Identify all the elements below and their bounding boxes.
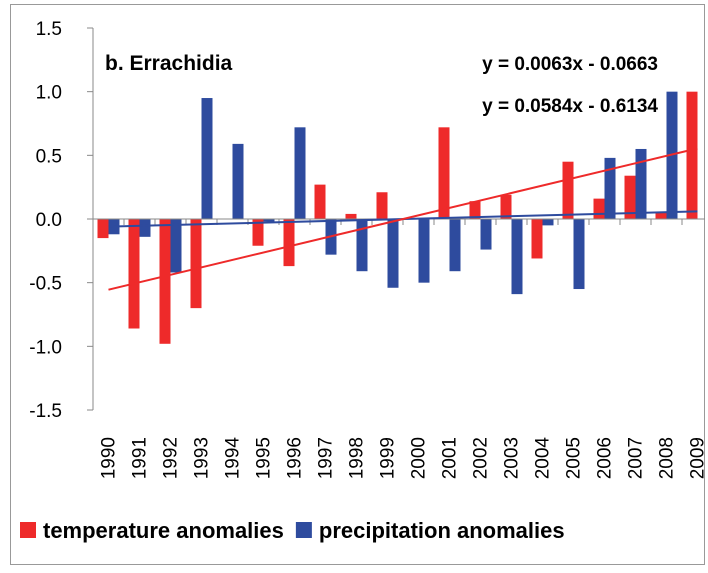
x-tick-label: 2004: [533, 437, 554, 480]
bar: [160, 219, 171, 344]
x-tick-label: 1995: [254, 437, 275, 479]
chart-title: b. Errachidia: [105, 52, 233, 75]
x-tick-label: 2002: [471, 437, 492, 479]
legend-label: temperature anomalies: [43, 518, 284, 543]
bar: [129, 219, 140, 329]
x-tick-label: 2009: [688, 437, 708, 479]
bar: [450, 219, 461, 271]
bar: [346, 214, 357, 219]
x-tick-label: 1999: [378, 437, 399, 479]
bar: [605, 158, 616, 219]
x-tick-label: 2000: [409, 437, 430, 479]
bar: [315, 185, 326, 219]
bar: [98, 219, 109, 238]
x-tick-label: 2001: [440, 437, 461, 479]
bar: [636, 149, 647, 219]
y-tick-label: 1.5: [36, 19, 62, 40]
bar: [171, 219, 182, 272]
x-tick-label: 2003: [502, 437, 523, 479]
bar: [377, 192, 388, 219]
x-tick-label: 2005: [564, 437, 585, 479]
y-tick-label: -0.5: [29, 274, 62, 295]
x-tick-label: 1991: [130, 437, 151, 479]
trend-equation: y = 0.0063x - 0.0663: [482, 54, 658, 75]
bar: [543, 219, 554, 225]
bar: [388, 219, 399, 288]
x-tick-label: 1994: [223, 437, 244, 480]
bar: [419, 219, 430, 283]
x-tick-label: 1996: [285, 437, 306, 479]
bar: [439, 127, 450, 219]
x-tick-label: 1992: [161, 437, 182, 479]
bar: [687, 92, 698, 219]
trend-equation: y = 0.0584x - 0.6134: [482, 96, 658, 117]
x-tick-label: 2007: [626, 437, 647, 479]
x-tick-label: 1990: [99, 437, 120, 479]
bar: [284, 219, 295, 266]
y-tick-label: -1.0: [29, 337, 62, 358]
x-tick-label: 1993: [192, 437, 213, 479]
x-tick-label: 1998: [347, 437, 368, 479]
legend-label: precipitation anomalies: [319, 518, 565, 543]
bar: [357, 219, 368, 271]
y-tick-label: 0.0: [36, 210, 62, 231]
y-tick-label: 1.0: [36, 83, 62, 104]
y-tick-label: 0.5: [36, 146, 62, 167]
chart-frame: [11, 5, 705, 565]
legend-swatch: [20, 522, 36, 538]
bar: [594, 199, 605, 219]
x-tick-label: 2006: [595, 437, 616, 479]
bar: [191, 219, 202, 308]
x-tick-label: 1997: [316, 437, 337, 479]
bar: [656, 213, 667, 219]
legend-swatch: [296, 522, 312, 538]
bar: [532, 219, 543, 258]
y-tick-label: -1.5: [29, 401, 62, 422]
bar: [140, 219, 151, 237]
bar: [202, 98, 213, 219]
bar: [233, 144, 244, 219]
bar: [563, 162, 574, 219]
bar: [512, 219, 523, 294]
bar: [295, 127, 306, 219]
x-tick-label: 2008: [657, 437, 678, 479]
bar: [574, 219, 585, 289]
bar: [481, 219, 492, 250]
